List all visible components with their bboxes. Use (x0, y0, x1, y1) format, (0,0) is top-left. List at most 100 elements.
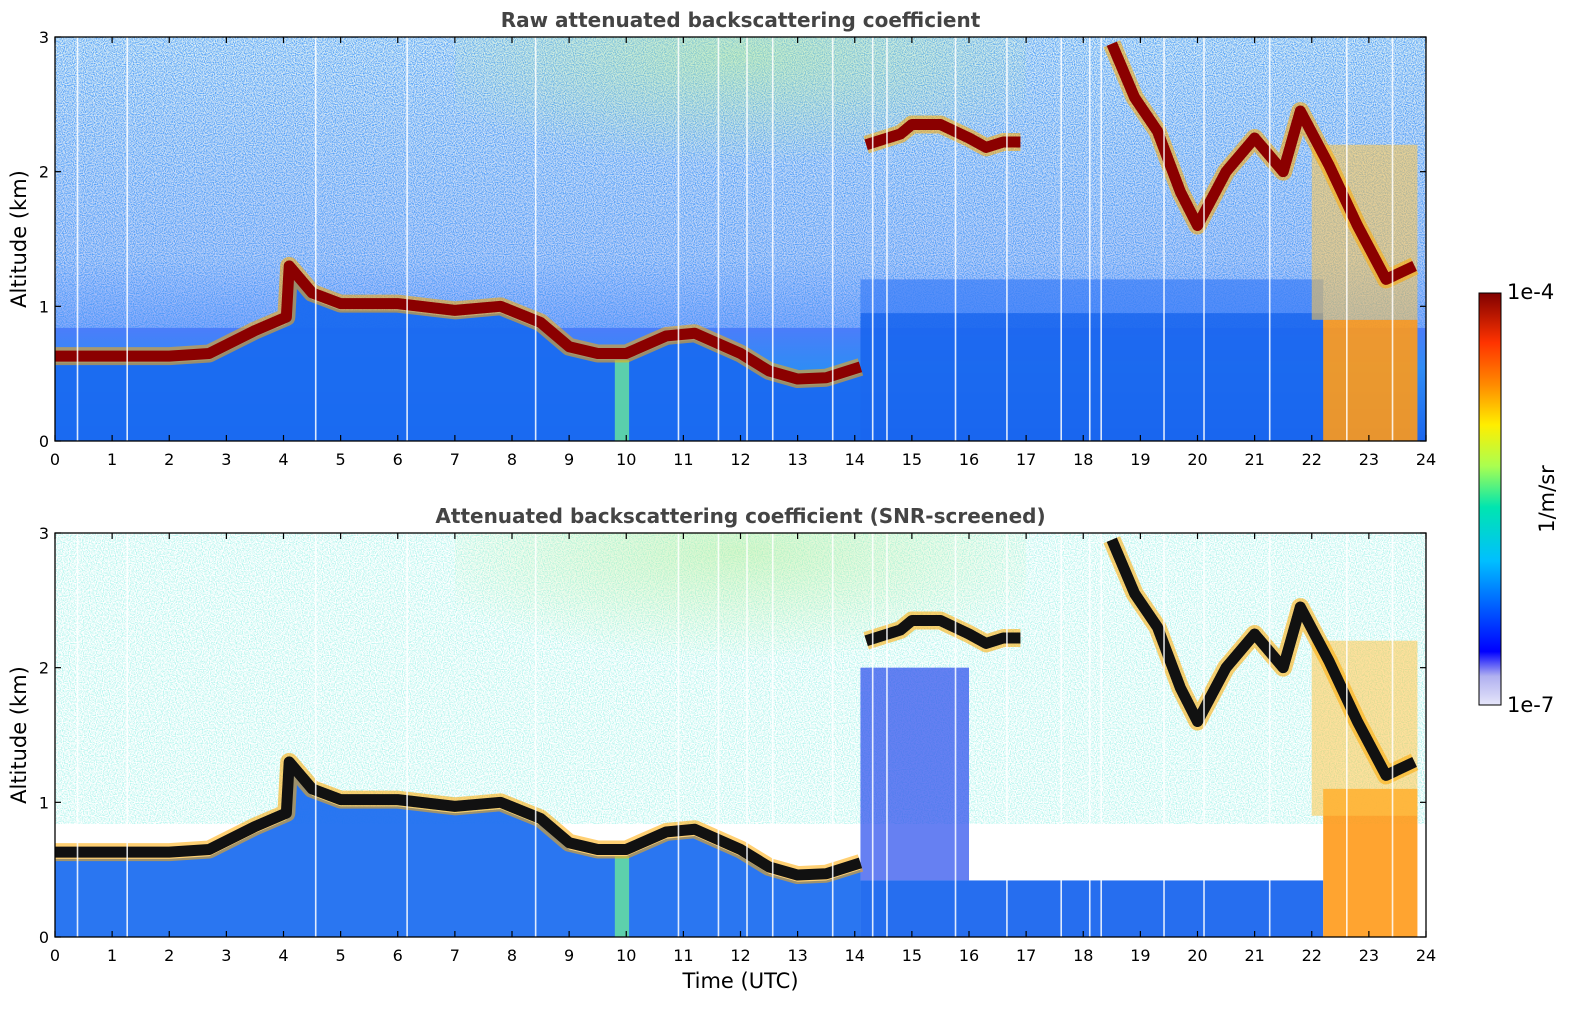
data-gap (1346, 533, 1348, 937)
data-gap (1163, 37, 1165, 441)
data-gap (771, 533, 774, 937)
raw-heatmap-image (55, 37, 1426, 441)
y-tick-label: 3 (39, 524, 49, 543)
x-tick-label: 13 (787, 946, 807, 965)
data-gap (717, 533, 720, 937)
y-tick-label: 2 (39, 163, 49, 182)
x-tick-label: 1 (107, 946, 117, 965)
data-gap (534, 37, 537, 441)
x-tick-label: 0 (50, 450, 60, 469)
high-cloud-layer (1106, 537, 1417, 781)
x-tick-label: 4 (278, 946, 288, 965)
x-tick-label: 18 (1073, 946, 1093, 965)
data-gap (406, 37, 408, 441)
data-gap (314, 533, 317, 937)
raw-y-axis-label: Altitude (km) (7, 170, 31, 308)
x-tick-label: 15 (902, 946, 922, 965)
x-tick-label: 18 (1073, 450, 1093, 469)
raw-panel-title: Raw attenuated backscattering coefficien… (501, 8, 981, 32)
data-gap (1006, 37, 1008, 441)
x-tick-label: 24 (1416, 946, 1436, 965)
x-tick-label: 8 (507, 450, 517, 469)
x-tick-label: 8 (507, 946, 517, 965)
data-gap (1088, 533, 1091, 937)
y-tick-label: 0 (39, 432, 49, 451)
precipitation-area (1323, 319, 1418, 441)
data-gap (1268, 37, 1271, 441)
x-tick-label: 9 (564, 946, 574, 965)
boundary-layer-area (55, 768, 861, 937)
data-gap (871, 37, 874, 441)
boundary-layer-area (55, 272, 861, 441)
virga-streak (614, 856, 630, 937)
x-tick-label: 14 (845, 450, 865, 469)
x-tick-label: 0 (50, 946, 60, 965)
data-gap (717, 37, 720, 441)
x-tick-label: 15 (902, 450, 922, 469)
data-gap (314, 37, 317, 441)
data-gap (1060, 533, 1062, 937)
snr-y-axis-label: Altitude (km) (7, 666, 31, 804)
data-gap (1391, 37, 1394, 441)
data-gap (1100, 533, 1102, 937)
x-tick-label: 11 (673, 946, 693, 965)
x-tick-label: 1 (107, 450, 117, 469)
x-tick-label: 10 (616, 946, 636, 965)
y-tick-label: 1 (39, 297, 49, 316)
data-gap (1163, 533, 1165, 937)
x-tick-label: 7 (450, 946, 460, 965)
x-tick-label: 7 (450, 450, 460, 469)
data-gap (831, 533, 834, 937)
data-gap (886, 37, 888, 441)
data-gap (771, 37, 774, 441)
x-tick-label: 20 (1187, 946, 1207, 965)
data-gap (1391, 533, 1394, 937)
snr-screened-panel: Attenuated backscattering coefficient (S… (7, 504, 1436, 993)
data-gap (954, 37, 957, 441)
y-tick-label: 3 (39, 28, 49, 47)
data-gap (126, 37, 129, 441)
x-tick-label: 11 (673, 450, 693, 469)
x-tick-label: 24 (1416, 450, 1436, 469)
x-tick-label: 10 (616, 450, 636, 469)
data-gap (1203, 37, 1205, 441)
y-tick-label: 1 (39, 793, 49, 812)
colorbar-min-label: 1e-7 (1507, 693, 1554, 717)
x-tick-label: 16 (959, 450, 979, 469)
x-tick-label: 22 (1302, 946, 1322, 965)
raw-axes: 0 1 2 3 4 5 6 7 8 9 10 11 12 13 14 15 16 17 18 19 20 21 22 23 24… (39, 28, 1436, 469)
x-tick-label: 4 (278, 450, 288, 469)
x-tick-label: 17 (1016, 946, 1036, 965)
x-tick-label: 22 (1302, 450, 1322, 469)
data-gap (76, 37, 79, 441)
x-tick-label: 16 (959, 946, 979, 965)
evening-aerosol-area (860, 880, 1324, 937)
data-gap (1268, 533, 1271, 937)
data-gap (1060, 37, 1062, 441)
evening-aerosol-fade (860, 279, 1324, 314)
colorbar: 1e-4 1e-7 1/m/sr (1478, 280, 1559, 717)
data-gap (871, 533, 874, 937)
x-tick-label: 13 (787, 450, 807, 469)
x-tick-label: 14 (845, 946, 865, 965)
x-tick-label: 6 (393, 450, 403, 469)
x-tick-label: 21 (1244, 946, 1264, 965)
x-tick-label: 2 (164, 450, 174, 469)
x-tick-label: 20 (1187, 450, 1207, 469)
x-tick-label: 17 (1016, 450, 1036, 469)
data-gap (1203, 533, 1205, 937)
x-tick-label: 9 (564, 450, 574, 469)
data-gap (954, 533, 957, 937)
snr-panel-title: Attenuated backscattering coefficient (S… (435, 504, 1045, 528)
data-gap (534, 533, 537, 937)
x-axis-label: Time (UTC) (681, 969, 798, 993)
boundary-cloud-layer (55, 260, 863, 385)
y-tick-label: 2 (39, 659, 49, 678)
x-tick-label: 5 (336, 450, 346, 469)
data-gap (1346, 37, 1348, 441)
x-tick-label: 23 (1359, 946, 1379, 965)
x-tick-label: 5 (336, 946, 346, 965)
colorbar-unit-label: 1/m/sr (1535, 465, 1559, 533)
x-tick-label: 6 (393, 946, 403, 965)
